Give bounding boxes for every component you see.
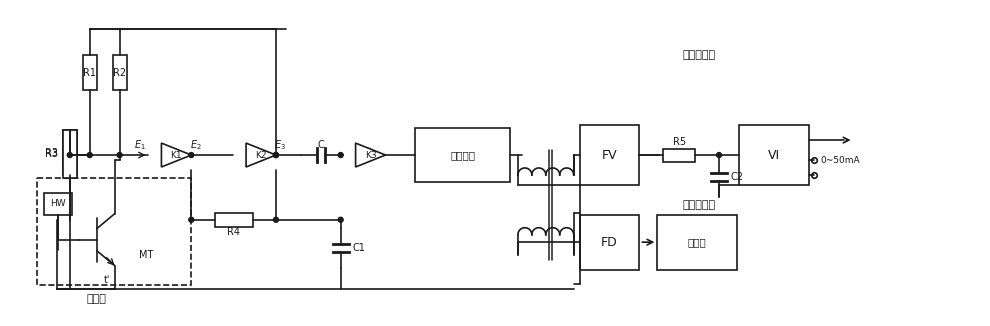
- Bar: [44, 193, 72, 215]
- Text: C: C: [318, 140, 324, 150]
- Circle shape: [273, 217, 278, 222]
- Text: R1: R1: [83, 68, 96, 78]
- Text: 模拟量输出: 模拟量输出: [682, 51, 716, 60]
- Circle shape: [87, 153, 92, 157]
- Bar: [62, 130, 77, 175]
- Text: K1: K1: [170, 151, 182, 159]
- Text: R4: R4: [227, 227, 241, 237]
- Bar: [579, 215, 640, 270]
- Text: R3: R3: [45, 148, 57, 157]
- Bar: [739, 125, 809, 185]
- Bar: [657, 215, 737, 270]
- Circle shape: [717, 153, 722, 157]
- Text: 检测器: 检测器: [87, 294, 107, 304]
- Circle shape: [117, 153, 122, 157]
- Text: R3: R3: [45, 149, 57, 159]
- Bar: [113, 55, 127, 90]
- Bar: [416, 128, 510, 183]
- Text: VI: VI: [767, 149, 780, 162]
- Text: $E_3$: $E_3$: [274, 138, 286, 152]
- Bar: [62, 130, 77, 178]
- Text: t': t': [104, 274, 110, 285]
- Circle shape: [273, 153, 278, 157]
- Circle shape: [273, 153, 278, 157]
- Text: K3: K3: [364, 151, 376, 159]
- Bar: [215, 213, 252, 227]
- Bar: [663, 149, 695, 161]
- Circle shape: [189, 217, 194, 222]
- Bar: [83, 55, 97, 90]
- Circle shape: [67, 153, 72, 157]
- Text: 计数器: 计数器: [688, 237, 707, 247]
- Circle shape: [339, 153, 344, 157]
- Bar: [579, 125, 640, 185]
- Text: HW: HW: [50, 199, 65, 208]
- Bar: [37, 178, 191, 286]
- Text: $E_1$: $E_1$: [134, 138, 146, 152]
- Circle shape: [189, 153, 194, 157]
- Text: 整形电路: 整形电路: [450, 150, 475, 160]
- Circle shape: [339, 217, 344, 222]
- Text: MT: MT: [140, 250, 153, 259]
- Text: 0~50mA: 0~50mA: [821, 156, 860, 165]
- Text: C1: C1: [352, 243, 365, 253]
- Text: $E_2$: $E_2$: [190, 138, 202, 152]
- Text: 数字量输出: 数字量输出: [682, 200, 716, 210]
- Text: FV: FV: [602, 149, 618, 162]
- Text: FD: FD: [601, 236, 618, 249]
- Text: K2: K2: [255, 151, 266, 159]
- Text: R5: R5: [672, 137, 686, 147]
- Text: R2: R2: [113, 68, 126, 78]
- Text: C2: C2: [731, 172, 744, 182]
